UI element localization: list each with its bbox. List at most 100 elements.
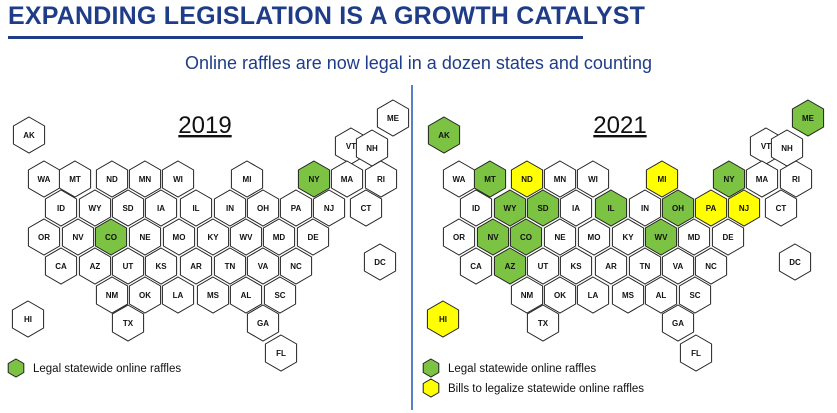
state-label: MI	[243, 175, 252, 184]
state-hex-co: CO	[509, 218, 543, 256]
state-label: PA	[706, 204, 717, 213]
state-hex-shape	[677, 218, 711, 256]
state-label: AL	[656, 291, 667, 300]
state-hex-shape	[144, 189, 178, 227]
state-hex-ca: CA	[459, 247, 493, 285]
state-hex-shape	[427, 116, 461, 154]
state-hex-co: CO	[94, 218, 128, 256]
state-hex-shape	[661, 247, 695, 285]
state-hex-shape	[473, 160, 507, 198]
state-hex-shape	[611, 218, 645, 256]
state-hex-mt: MT	[58, 160, 92, 198]
state-label: MD	[273, 233, 286, 242]
state-hex-shape	[611, 276, 645, 314]
state-label: NE	[554, 233, 566, 242]
state-hex-or: OR	[442, 218, 476, 256]
state-label: MS	[622, 291, 635, 300]
state-label: NJ	[324, 204, 334, 213]
state-hex-shape	[246, 304, 280, 342]
state-label: WA	[38, 175, 51, 184]
state-label: OK	[139, 291, 151, 300]
state-hex-sc: SC	[263, 276, 297, 314]
state-hex-shape	[179, 189, 213, 227]
state-hex-nm: NM	[510, 276, 544, 314]
state-hex-shape	[543, 276, 577, 314]
state-hex-shape	[78, 189, 112, 227]
state-hex-shape	[349, 189, 383, 227]
hex-map-2019: 2019 AK ME VT NH WA MT ND MN WI MI NY MA RI ID WY SD IA IL…	[7, 99, 410, 378]
state-hex-shape	[678, 276, 712, 314]
state-hex-shape	[161, 276, 195, 314]
map-year-2021: 2021	[593, 112, 646, 139]
state-hex-shape	[779, 160, 813, 198]
state-label: CO	[520, 233, 532, 242]
state-label: GA	[672, 319, 684, 328]
state-hex-shape	[644, 276, 678, 314]
state-hex-pa: PA	[694, 189, 728, 227]
state-hex-shape	[764, 189, 798, 227]
state-label: LA	[173, 291, 184, 300]
state-hex-shape	[694, 247, 728, 285]
title-underline	[8, 36, 583, 39]
state-hex-ri: RI	[364, 160, 398, 198]
state-label: OR	[38, 233, 50, 242]
state-label: OK	[554, 291, 566, 300]
state-label: SC	[274, 291, 285, 300]
legend-item-legal: Legal statewide online raffles	[422, 358, 596, 378]
state-hex-ky: KY	[611, 218, 645, 256]
state-hex-ct: CT	[764, 189, 798, 227]
state-hex-al: AL	[644, 276, 678, 314]
state-label: MN	[139, 175, 152, 184]
state-label: FL	[276, 349, 286, 358]
state-hex-wy: WY	[493, 189, 527, 227]
state-label: NC	[290, 262, 302, 271]
state-label: MA	[341, 175, 354, 184]
state-hex-shape	[661, 189, 695, 227]
state-hex-shape	[229, 218, 263, 256]
state-hex-shape	[510, 160, 544, 198]
state-hex-ga: GA	[246, 304, 280, 342]
state-hex-ia: IA	[144, 189, 178, 227]
state-hex-shape	[594, 247, 628, 285]
state-hex-shape	[577, 218, 611, 256]
state-hex-shape	[661, 304, 695, 342]
state-hex-nv: NV	[61, 218, 95, 256]
state-label: NH	[366, 144, 378, 153]
state-hex-shape	[94, 218, 128, 256]
state-hex-de: DE	[711, 218, 745, 256]
state-hex-az: AZ	[493, 247, 527, 285]
state-label: ID	[57, 204, 65, 213]
state-hex-shape	[778, 243, 812, 281]
state-hex-shape	[44, 189, 78, 227]
state-hex-al: AL	[229, 276, 263, 314]
state-hex-shape	[246, 189, 280, 227]
state-hex-shape	[111, 247, 145, 285]
state-hex-nd: ND	[95, 160, 129, 198]
state-hex-shape	[111, 304, 145, 342]
state-hex-shape	[297, 160, 331, 198]
state-label: WI	[173, 175, 183, 184]
state-hex-wa: WA	[442, 160, 476, 198]
state-label: HI	[24, 315, 32, 324]
state-hex-id: ID	[459, 189, 493, 227]
state-hex-shape	[27, 218, 61, 256]
state-hex-shape	[559, 189, 593, 227]
legend-item-legal: Legal statewide online raffles	[7, 358, 181, 378]
state-hex-shape	[111, 189, 145, 227]
state-label: WY	[504, 204, 518, 213]
state-label: DC	[374, 258, 386, 267]
state-hex-shape	[526, 189, 560, 227]
state-hex-shape	[179, 247, 213, 285]
state-label: WV	[655, 233, 669, 242]
state-label: GA	[257, 319, 269, 328]
state-label: ID	[472, 204, 480, 213]
state-hex-ny: NY	[712, 160, 746, 198]
state-hex-shape	[509, 218, 543, 256]
state-label: HI	[439, 315, 447, 324]
state-hex-nc: NC	[694, 247, 728, 285]
state-hex-shape	[296, 218, 330, 256]
state-hex-shape	[279, 189, 313, 227]
state-hex-shape	[576, 276, 610, 314]
state-label: MO	[173, 233, 186, 242]
state-label: AL	[241, 291, 252, 300]
